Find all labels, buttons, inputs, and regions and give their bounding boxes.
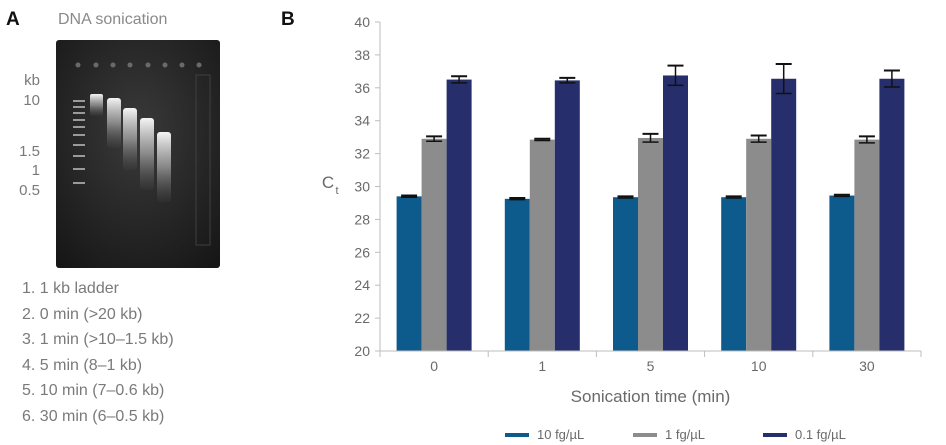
bar [829, 195, 855, 351]
x-tick-label: 30 [859, 358, 875, 374]
lane-legend-item: 2. 0 min (>20 kb) [22, 305, 143, 323]
y-tick-label: 40 [354, 14, 370, 30]
legend-swatch [763, 433, 787, 437]
y-tick-label: 32 [354, 146, 370, 162]
bar [554, 80, 580, 352]
x-tick-label: 0 [430, 358, 438, 374]
y-tick-label: 36 [354, 80, 370, 96]
legend-label: 10 fg/µL [537, 427, 584, 442]
bar [446, 79, 472, 351]
y-axis-title-subscript: t [335, 185, 338, 197]
lane-legend-item: 5. 10 min (7–0.6 kb) [22, 382, 165, 400]
bar [879, 78, 905, 351]
bar [771, 78, 797, 351]
y-axis-title: C t [322, 173, 339, 197]
bar [746, 138, 772, 351]
y-axis: 20 22 24 26 28 30 32 34 36 38 40 [354, 14, 381, 359]
gel-title: DNA sonication [58, 11, 168, 28]
gel-image [56, 40, 220, 268]
size-marker-0-5: 0.5 [19, 182, 40, 199]
panel-a-letter: A [6, 9, 20, 30]
legend-swatch [633, 433, 657, 437]
chart-legend: 10 fg/µL 1 fg/µL 0.1 fg/µL [505, 427, 846, 442]
bar [421, 138, 447, 351]
lane-legend-item: 6. 30 min (6–0.5 kb) [22, 407, 165, 425]
panel-b-letter: B [281, 9, 295, 30]
bar [638, 137, 663, 351]
y-tick-label: 34 [354, 113, 370, 129]
bar [721, 197, 747, 351]
size-unit-label: kb [24, 72, 40, 89]
lane-legend-item: 4. 5 min (8–1 kb) [22, 356, 143, 374]
bar-chart: C t 20 22 24 26 28 30 32 34 36 38 40 0 1 5 10 30 Sonic… [322, 14, 922, 442]
x-axis-title: Sonication time (min) [571, 387, 731, 406]
y-tick-label: 30 [354, 179, 370, 195]
bar [396, 196, 422, 351]
y-tick-label: 24 [354, 277, 370, 293]
bar [613, 197, 638, 351]
gel-ladder-bands [73, 100, 85, 184]
y-axis-title-main: C [322, 173, 334, 192]
x-tick-label: 5 [647, 358, 655, 374]
legend-label: 1 fg/µL [665, 427, 705, 442]
size-marker-1-5: 1.5 [19, 143, 40, 160]
gel-wells [75, 62, 202, 68]
x-tick-label: 10 [751, 358, 767, 374]
y-tick-label: 26 [354, 244, 370, 260]
lane-legend-item: 1. 1 kb ladder [22, 280, 119, 297]
size-marker-1: 1 [31, 162, 40, 179]
bar [663, 75, 688, 352]
bar [529, 139, 555, 351]
legend-label: 0.1 fg/µL [795, 427, 846, 442]
lane-legend: 1. 1 kb ladder 2. 0 min (>20 kb) 3. 1 mi… [22, 276, 174, 430]
y-tick-label: 20 [354, 343, 370, 359]
lane-legend-item: 3. 1 min (>10–1.5 kb) [22, 331, 174, 349]
y-tick-label: 28 [354, 211, 370, 227]
y-tick-label: 38 [354, 47, 370, 63]
gel-smears [90, 94, 171, 202]
bar [854, 139, 880, 351]
y-tick-label: 22 [354, 310, 370, 326]
legend-swatch [505, 433, 529, 437]
x-tick-label: 1 [538, 358, 546, 374]
x-axis: 0 1 5 10 30 [379, 350, 922, 374]
bar [504, 198, 530, 351]
bars [396, 62, 905, 352]
size-marker-10: 10 [23, 92, 40, 109]
